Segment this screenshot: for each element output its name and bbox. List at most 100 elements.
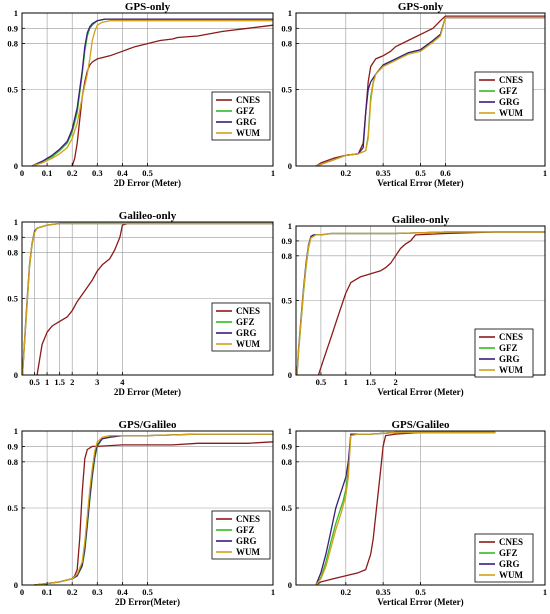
legend-label: WUM	[499, 570, 523, 580]
legend-label: GFZ	[499, 548, 518, 558]
chart-title: GPS/Galileo	[391, 419, 450, 431]
series-line-grg	[21, 222, 273, 376]
x-tick-label: 0.5	[415, 587, 426, 597]
chart-p6: 0 0.5 0.8 0.9 1 0.2 0.35 0.5 1 GPS/Galileo Vertica…	[281, 419, 547, 607]
legend-label: GFZ	[236, 317, 255, 327]
legend-label: WUM	[499, 108, 523, 118]
legend-label: WUM	[499, 365, 523, 375]
series-line-cnes	[36, 222, 273, 376]
legend-label: GFZ	[499, 343, 518, 353]
x-tick-label: 0.35	[376, 168, 391, 178]
x-tick-label: 0.5	[142, 168, 153, 178]
x-tick-label: 2	[393, 377, 397, 387]
legend-label: CNES	[499, 75, 523, 85]
x-tick-label: 1.5	[365, 377, 376, 387]
y-tick-label: 0.8	[281, 39, 292, 49]
series-line-wum	[296, 231, 545, 376]
x-tick-label: 1	[543, 168, 547, 178]
y-tick-label: 0.8	[7, 248, 18, 258]
y-tick-label: 0.9	[7, 232, 18, 242]
legend-label: WUM	[236, 547, 260, 557]
chart-p2: 0 0.5 0.8 0.9 1 0.2 0.35 0.5 0.6 1 GPS-only Vertica…	[281, 1, 547, 188]
x-tick-label: 1	[271, 168, 275, 178]
legend-label: GFZ	[499, 86, 518, 96]
x-tick-label: 0.2	[67, 587, 78, 597]
x-axis-label: 2D Error (Meter)	[114, 178, 181, 188]
legend-label: GRG	[499, 354, 520, 364]
series-line-wum	[315, 431, 496, 586]
series-line-cnes	[71, 24, 274, 167]
x-tick-label: 0.2	[67, 168, 78, 178]
x-tick-label: 0.4	[117, 168, 128, 178]
legend-label: WUM	[236, 339, 260, 349]
x-tick-label: 0.1	[42, 587, 53, 597]
x-axis-label: 2D Error (Meter)	[114, 387, 181, 397]
legend-label: GRG	[499, 97, 520, 107]
y-tick-label: 0	[14, 580, 18, 590]
x-tick-label: 4	[120, 377, 125, 387]
y-tick-label: 0.9	[281, 23, 292, 33]
series-line-wum	[21, 222, 273, 376]
series-line-wum	[315, 16, 545, 167]
x-tick-label: 0.2	[340, 168, 351, 178]
legend-label: CNES	[499, 332, 523, 342]
y-tick-label: 0	[288, 161, 292, 171]
y-tick-label: 1	[14, 426, 18, 436]
x-tick-label: 0.5	[29, 377, 40, 387]
x-tick-label: 0.5	[316, 377, 327, 387]
y-tick-label: 0.9	[281, 236, 292, 246]
x-tick-label: 2	[70, 377, 74, 387]
x-tick-label: 1	[344, 377, 348, 387]
series-line-wum	[34, 433, 273, 586]
legend-label: CNES	[236, 514, 260, 524]
chart-title: GPS-only	[398, 1, 444, 13]
chart-p1: 0 0.5 0.8 0.9 1 0 0.1 0.2 0.3 0.4 0.5 1 GPS-only 2D E…	[7, 1, 275, 188]
x-tick-label: 0.6	[440, 168, 451, 178]
chart-title: Galileo-only	[392, 214, 450, 226]
chart-p4: 0 0.5 0.8 0.9 1 0.5 1 1.5 2 Galileo-only Vertical …	[281, 214, 546, 397]
x-axis-label: Vertical Error (Meter)	[377, 387, 463, 397]
x-tick-label: 0.3	[92, 587, 103, 597]
y-tick-label: 0.5	[7, 85, 18, 95]
x-tick-label: 1	[271, 587, 275, 597]
x-tick-label: 1	[543, 587, 547, 597]
legend-label: GFZ	[236, 106, 255, 116]
chart-title: GPS/Galileo	[118, 419, 177, 431]
y-tick-label: 0	[288, 580, 292, 590]
y-tick-label: 0.5	[281, 85, 292, 95]
chart-p5: 0 0.5 0.8 0.9 1 0 0.1 0.2 0.3 0.4 0.5 1 GPS/Galileo 2…	[7, 419, 275, 607]
x-tick-label: 0.2	[340, 587, 351, 597]
legend-label: CNES	[236, 95, 260, 105]
x-axis-label: 2D Error(Meter)	[115, 597, 180, 607]
x-tick-label: 0.1	[42, 168, 53, 178]
y-tick-label: 1	[14, 8, 18, 18]
y-tick-label: 0	[14, 370, 18, 380]
chart-title: GPS-only	[125, 1, 171, 13]
y-tick-label: 1	[288, 221, 292, 231]
x-tick-label: 3	[95, 377, 99, 387]
chart-p3: 0 0.5 0.8 0.9 1 0.5 1 1.5 2 3 4 Galileo-only 2D Erro…	[7, 210, 274, 397]
series-line-gfz	[21, 222, 273, 376]
legend-label: CNES	[499, 537, 523, 547]
y-tick-label: 0.9	[281, 441, 292, 451]
legend-label: GRG	[236, 536, 257, 546]
y-tick-label: 0.8	[281, 457, 292, 467]
y-tick-label: 0	[288, 370, 292, 380]
y-tick-label: 0.5	[7, 503, 18, 513]
y-tick-label: 1	[288, 8, 292, 18]
x-tick-label: 0.5	[142, 587, 153, 597]
y-tick-label: 0.5	[281, 296, 292, 306]
x-axis-label: Vertical Error (Meter)	[377, 178, 463, 188]
y-tick-label: 0.5	[7, 294, 18, 304]
y-tick-label: 0.8	[7, 39, 18, 49]
y-tick-label: 0.5	[281, 503, 292, 513]
x-axis-label: Vertical Error (Meter)	[377, 597, 463, 607]
legend-label: GFZ	[236, 525, 255, 535]
